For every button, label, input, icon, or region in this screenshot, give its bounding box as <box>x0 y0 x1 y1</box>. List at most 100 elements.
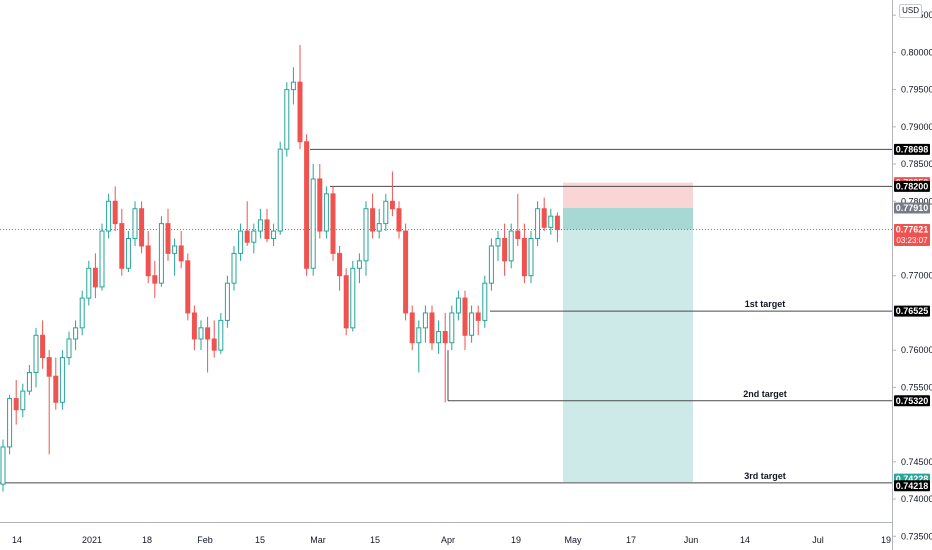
candle-body <box>59 357 65 403</box>
level-tag <box>894 305 930 317</box>
candle-body <box>185 260 191 314</box>
candle-body <box>244 230 250 243</box>
time-tick-label: 18 <box>142 535 152 545</box>
candle-body <box>26 372 32 392</box>
price-axis[interactable]: 0.805000.800000.795000.790000.785000.780… <box>892 0 932 550</box>
candle-body <box>548 215 554 228</box>
candle-body <box>231 252 237 284</box>
candle-body <box>442 331 448 344</box>
time-tick-label: Mar <box>310 535 326 545</box>
candle-body <box>53 375 59 403</box>
candle-body <box>422 312 428 329</box>
candle-body <box>317 178 323 232</box>
candle-body <box>198 327 204 340</box>
price-tick-label: 0.78500 <box>901 159 932 169</box>
level-tag <box>894 480 930 492</box>
candle-body <box>165 223 171 254</box>
candle-body <box>224 282 230 321</box>
candle-body <box>515 230 521 240</box>
candle-body <box>92 267 98 288</box>
candle-body <box>145 245 151 277</box>
candle-body <box>264 219 270 239</box>
candle-body <box>482 282 488 321</box>
candle-body <box>99 230 105 288</box>
time-tick-label: Jul <box>812 535 824 545</box>
time-tick-label: 15 <box>370 535 380 545</box>
candle-body <box>383 200 389 225</box>
time-tick-label: 14 <box>740 535 750 545</box>
candle-body <box>40 334 46 359</box>
candle-body <box>541 208 547 228</box>
time-axis[interactable]: 14 2021 18 Feb 15 Mar 15 Apr 19 May 17 Jun 14 Jul 19 <box>0 522 892 546</box>
candle-body <box>79 297 85 329</box>
candle-body <box>350 267 356 329</box>
currency-label[interactable]: USD <box>899 4 922 18</box>
candle-body <box>356 260 362 269</box>
entry-zone <box>563 207 693 230</box>
time-tick-label: Apr <box>441 535 455 545</box>
level-tag-text: 0.78200 <box>896 181 929 191</box>
candle-body <box>323 193 329 232</box>
candle-body <box>495 238 501 247</box>
candle-body <box>158 223 164 284</box>
candle-body <box>462 297 468 336</box>
time-tick-label: 15 <box>255 535 265 545</box>
candle-body <box>337 252 343 277</box>
candle-body <box>416 327 422 344</box>
countdown-text: 03:23:07 <box>896 236 928 245</box>
candle-body <box>376 223 382 232</box>
candle-body <box>13 398 19 411</box>
candle-body <box>33 334 39 373</box>
candle-body <box>403 230 409 314</box>
candle-body <box>106 200 112 232</box>
candle-body <box>290 81 296 91</box>
time-tick-label: 19 <box>881 535 891 545</box>
candle-body <box>191 312 197 340</box>
price-tick-label: 0.74000 <box>901 494 932 504</box>
candle-body <box>389 200 395 210</box>
price-tick-label: 0.77000 <box>901 271 932 281</box>
candle-body <box>455 297 461 314</box>
level-tag-text: 0.76525 <box>896 306 929 316</box>
price-tick-label: 0.79000 <box>901 122 932 132</box>
candle-body <box>218 319 224 351</box>
candle-body <box>535 208 541 240</box>
candle-body <box>271 230 277 240</box>
take-profit-zone <box>563 229 693 483</box>
candle-body <box>554 215 560 231</box>
candle-body <box>205 327 211 340</box>
candle-body <box>304 141 310 269</box>
target-annotations: 1st target 2nd target 3rd target <box>743 299 787 481</box>
candle-body <box>508 230 514 262</box>
candle-body <box>343 275 349 329</box>
candle-body <box>66 338 72 359</box>
level-tag <box>894 143 930 155</box>
level-tag <box>894 395 930 407</box>
candle-body <box>396 208 402 232</box>
candle-body <box>125 238 131 269</box>
horizontal-levels <box>0 148 892 484</box>
target-tag-text: 0.74228 <box>896 474 929 484</box>
candle-body <box>469 312 475 336</box>
entry-tag-text: 0.77910 <box>896 203 929 213</box>
time-tick-label: 19 <box>511 535 521 545</box>
candle-body <box>251 230 257 243</box>
candle-body <box>310 178 316 269</box>
level-tag-text: 0.75320 <box>896 396 929 406</box>
price-tick-label: 0.80000 <box>901 47 932 57</box>
level-tag-text: 0.74218 <box>896 481 929 491</box>
level-tag-text: 0.78698 <box>896 144 929 154</box>
candle-body <box>449 312 455 344</box>
time-tick-label: 17 <box>626 535 636 545</box>
candle-body <box>409 312 415 344</box>
candle-body <box>112 200 118 225</box>
candle-body <box>284 89 290 150</box>
time-tick-label: 2021 <box>82 535 102 545</box>
level-tag <box>894 180 930 192</box>
candle-body <box>139 208 145 247</box>
target-annotation: 2nd target <box>743 389 787 399</box>
candle-body <box>132 208 138 240</box>
current-price-tag-text: 0.77621 <box>896 224 929 234</box>
price-tags: 0.786980.782500.782000.779100.7762103:23… <box>894 143 930 492</box>
